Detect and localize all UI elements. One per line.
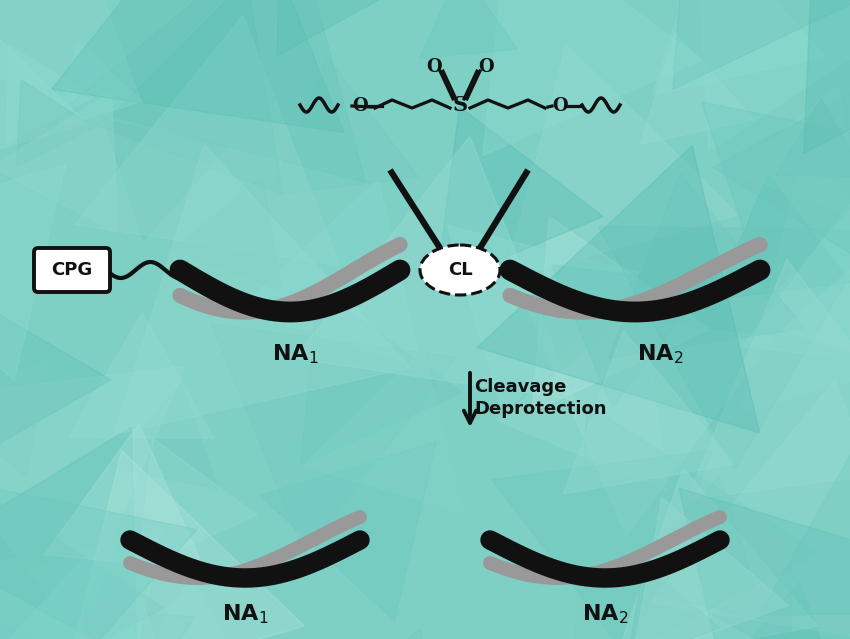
Polygon shape bbox=[617, 475, 765, 619]
Polygon shape bbox=[496, 307, 667, 491]
Polygon shape bbox=[52, 0, 344, 132]
Polygon shape bbox=[111, 0, 366, 182]
Polygon shape bbox=[448, 226, 639, 415]
Polygon shape bbox=[775, 98, 850, 176]
Polygon shape bbox=[759, 378, 850, 615]
Polygon shape bbox=[632, 498, 789, 639]
Polygon shape bbox=[0, 599, 36, 639]
Polygon shape bbox=[640, 33, 754, 144]
Ellipse shape bbox=[420, 245, 500, 295]
Text: O: O bbox=[352, 97, 368, 115]
Polygon shape bbox=[419, 0, 518, 58]
Polygon shape bbox=[58, 42, 142, 127]
Polygon shape bbox=[0, 427, 137, 639]
Polygon shape bbox=[783, 210, 850, 386]
Polygon shape bbox=[301, 289, 462, 465]
Text: Cleavage: Cleavage bbox=[474, 378, 566, 396]
Polygon shape bbox=[107, 382, 218, 489]
Polygon shape bbox=[573, 404, 818, 639]
Polygon shape bbox=[0, 475, 197, 639]
Polygon shape bbox=[333, 629, 434, 639]
Polygon shape bbox=[238, 180, 422, 367]
Polygon shape bbox=[60, 0, 283, 195]
Polygon shape bbox=[711, 567, 791, 639]
Polygon shape bbox=[552, 265, 705, 408]
Polygon shape bbox=[483, 0, 702, 155]
Polygon shape bbox=[674, 0, 850, 31]
Polygon shape bbox=[528, 309, 774, 535]
Text: NA$_2$: NA$_2$ bbox=[637, 342, 683, 366]
Polygon shape bbox=[614, 468, 818, 639]
Polygon shape bbox=[609, 174, 804, 358]
Polygon shape bbox=[652, 0, 825, 95]
FancyBboxPatch shape bbox=[34, 248, 110, 292]
Polygon shape bbox=[687, 259, 850, 500]
Polygon shape bbox=[61, 450, 304, 639]
Polygon shape bbox=[294, 137, 574, 400]
Polygon shape bbox=[139, 438, 258, 567]
Polygon shape bbox=[0, 164, 65, 381]
Polygon shape bbox=[0, 542, 116, 639]
Polygon shape bbox=[44, 424, 205, 571]
Polygon shape bbox=[0, 529, 163, 639]
Polygon shape bbox=[6, 45, 94, 144]
Polygon shape bbox=[303, 350, 463, 512]
Polygon shape bbox=[277, 0, 389, 56]
Polygon shape bbox=[0, 470, 164, 639]
Polygon shape bbox=[0, 277, 110, 481]
Polygon shape bbox=[673, 0, 850, 89]
Polygon shape bbox=[76, 609, 196, 639]
Polygon shape bbox=[104, 119, 228, 240]
Text: CL: CL bbox=[448, 261, 473, 279]
Polygon shape bbox=[211, 324, 456, 553]
Text: CPG: CPG bbox=[51, 261, 93, 279]
Polygon shape bbox=[743, 199, 850, 369]
Polygon shape bbox=[733, 85, 850, 220]
Polygon shape bbox=[16, 80, 94, 167]
Polygon shape bbox=[0, 91, 117, 233]
Polygon shape bbox=[626, 565, 720, 639]
Polygon shape bbox=[708, 582, 847, 639]
Polygon shape bbox=[260, 442, 436, 621]
Polygon shape bbox=[114, 144, 411, 435]
Polygon shape bbox=[716, 174, 850, 300]
Text: S: S bbox=[452, 95, 468, 115]
Text: O: O bbox=[479, 58, 494, 76]
Polygon shape bbox=[0, 0, 141, 103]
Polygon shape bbox=[740, 154, 850, 413]
Polygon shape bbox=[564, 331, 734, 494]
Polygon shape bbox=[122, 576, 252, 639]
Polygon shape bbox=[804, 0, 850, 153]
Text: O: O bbox=[552, 97, 568, 115]
Polygon shape bbox=[173, 176, 281, 290]
Polygon shape bbox=[0, 361, 48, 477]
Text: Deprotection: Deprotection bbox=[474, 400, 607, 418]
Polygon shape bbox=[505, 45, 739, 279]
Polygon shape bbox=[69, 312, 213, 438]
Polygon shape bbox=[0, 366, 185, 630]
Text: NA$_1$: NA$_1$ bbox=[272, 342, 318, 366]
Polygon shape bbox=[0, 522, 194, 639]
Polygon shape bbox=[75, 15, 340, 265]
Polygon shape bbox=[651, 380, 850, 639]
Polygon shape bbox=[693, 0, 850, 151]
Polygon shape bbox=[713, 32, 850, 320]
Polygon shape bbox=[436, 107, 604, 286]
Polygon shape bbox=[477, 146, 760, 433]
Polygon shape bbox=[491, 450, 713, 639]
Text: NA$_1$: NA$_1$ bbox=[222, 602, 269, 626]
Polygon shape bbox=[532, 217, 710, 412]
Polygon shape bbox=[679, 488, 850, 639]
Text: O: O bbox=[426, 58, 442, 76]
Polygon shape bbox=[270, 58, 418, 196]
Polygon shape bbox=[598, 226, 850, 470]
Polygon shape bbox=[701, 102, 850, 301]
Text: NA$_2$: NA$_2$ bbox=[582, 602, 628, 626]
Polygon shape bbox=[0, 35, 88, 160]
